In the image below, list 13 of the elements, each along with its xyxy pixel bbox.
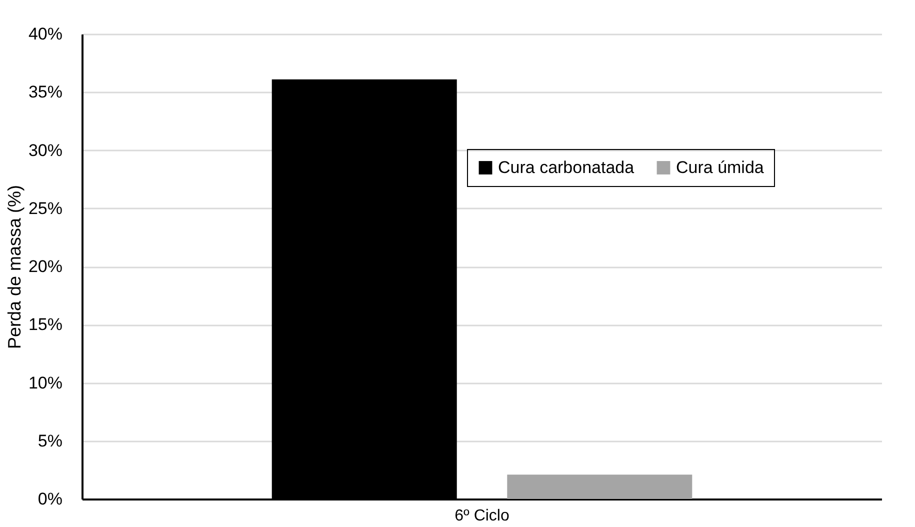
y-tick-label: 40% bbox=[28, 24, 62, 44]
y-tick-label: 5% bbox=[38, 431, 62, 450]
y-tick-label: 30% bbox=[28, 140, 62, 160]
y-axis-title: Perda de massa (%) bbox=[4, 184, 24, 350]
y-tick-label: 25% bbox=[28, 198, 62, 218]
y-tick-label: 0% bbox=[38, 490, 62, 508]
y-tick-label: 10% bbox=[28, 373, 62, 392]
legend-label: Cura carbonatada bbox=[498, 158, 635, 177]
legend-label: Cura úmida bbox=[676, 158, 764, 177]
y-tick-label: 15% bbox=[28, 315, 62, 334]
y-tick-label: 35% bbox=[28, 82, 62, 102]
y-tick-label: 20% bbox=[28, 257, 62, 276]
x-tick-label: 6º Ciclo bbox=[454, 508, 510, 524]
